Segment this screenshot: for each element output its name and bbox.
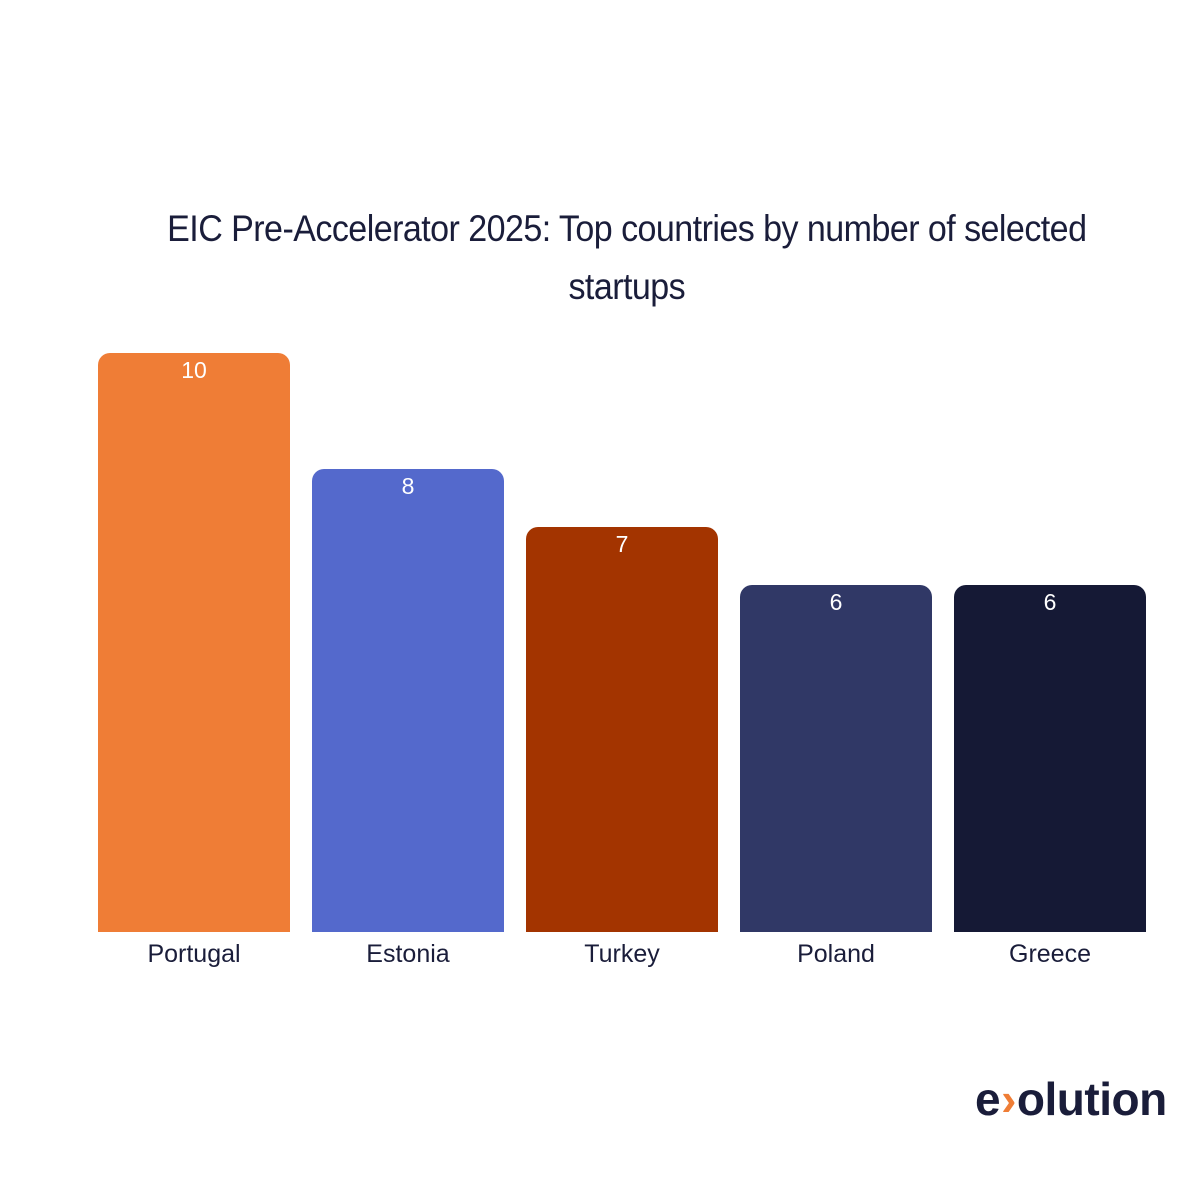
bar-value-label: 6 [1043,588,1057,615]
bar-portugal: 10 [98,353,290,932]
category-label: Greece [1009,940,1091,968]
category-label: Estonia [366,940,450,968]
evolution-logo: e › olution [975,1072,1167,1126]
bar-value-label: 7 [615,530,629,557]
bar-greece: 6 [954,584,1146,932]
chevron-right-icon: › [1001,1073,1016,1125]
logo-text-olution: olution [1016,1073,1167,1125]
bar-value-label: 8 [401,472,415,499]
bar-value-label: 6 [829,588,843,615]
category-label: Portugal [147,940,241,968]
chart-title-line-2: startups [568,266,686,307]
chart-title: EIC Pre-Accelerator 2025: Top countries … [110,200,1144,316]
bar-value-label: 10 [181,357,207,383]
logo-text-e: e [975,1073,1001,1125]
category-label: Poland [797,940,875,968]
bar-poland: 6 [740,584,932,932]
bar-estonia: 8 [312,468,504,932]
chart-title-line-1: EIC Pre-Accelerator 2025: Top countries … [167,208,1087,249]
bar-turkey: 7 [526,526,718,932]
category-label: Turkey [584,940,660,968]
